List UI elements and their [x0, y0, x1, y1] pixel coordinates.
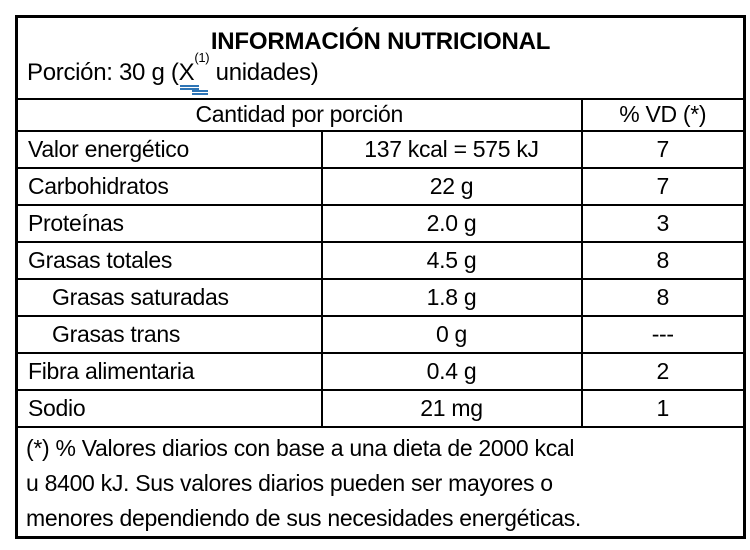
portion-units-x: X(1): [178, 51, 210, 95]
nutrient-amount: 22 g: [320, 166, 583, 206]
footnote-row: (*) % Valores diarios con base a una die…: [15, 425, 746, 538]
column-header-row: Cantidad por porción % VD (*): [15, 97, 746, 132]
footnote-line: menores dependiendo de sus necesidades e…: [26, 504, 581, 531]
nutrient-label: Grasas saturadas: [15, 277, 323, 317]
nutrient-label: Grasas trans: [15, 314, 323, 354]
table-row-sodio: Sodio 21 mg 1: [15, 388, 746, 428]
nutrient-amount: 1.8 g: [320, 277, 583, 317]
dv-column-header: % VD (*): [580, 97, 746, 132]
amount-column-header: Cantidad por porción: [15, 97, 583, 132]
nutrient-label: Carbohidratos: [15, 166, 323, 206]
table-intro-row: INFORMACIÓN NUTRICIONAL Porción: 30 g (X…: [15, 15, 746, 100]
nutrient-amount: 21 mg: [320, 388, 583, 428]
units-placeholder-x: X: [178, 58, 195, 86]
nutrient-amount: 0.4 g: [320, 351, 583, 391]
grammar-underline-icon: [179, 84, 199, 90]
nutrient-label: Sodio: [15, 388, 323, 428]
nutrient-dv: 7: [580, 129, 746, 169]
nutrient-dv: 8: [580, 277, 746, 317]
nutrient-label: Proteínas: [15, 203, 323, 243]
table-row-grasas-saturadas: Grasas saturadas 1.8 g 8: [15, 277, 746, 317]
nutrient-dv: 3: [580, 203, 746, 243]
portion-prefix: Porción: 30 g (: [27, 58, 179, 86]
nutrient-dv: 7: [580, 166, 746, 206]
nutrient-amount: 4.5 g: [320, 240, 583, 280]
nutrient-amount: 137 kcal = 575 kJ: [320, 129, 583, 169]
footnote-line: (*) % Valores diarios con base a una die…: [26, 434, 575, 461]
nutrition-table: INFORMACIÓN NUTRICIONAL Porción: 30 g (X…: [15, 15, 746, 539]
table-row-valor-energetico: Valor energético 137 kcal = 575 kJ 7: [15, 129, 746, 169]
table-row-carbohidratos: Carbohidratos 22 g 7: [15, 166, 746, 206]
footnote: (*) % Valores diarios con base a una die…: [15, 425, 746, 538]
footnote-line: u 8400 kJ. Sus valores diarios pueden se…: [26, 469, 553, 496]
nutrient-label: Valor energético: [15, 129, 323, 169]
portion-line: Porción: 30 g (X(1) unidades): [18, 51, 743, 95]
table-intro-cell: INFORMACIÓN NUTRICIONAL Porción: 30 g (X…: [15, 15, 746, 100]
table-row-fibra-alimentaria: Fibra alimentaria 0.4 g 2: [15, 351, 746, 391]
table-row-proteinas: Proteínas 2.0 g 3: [15, 203, 746, 243]
nutrient-label: Grasas totales: [15, 240, 323, 280]
portion-suffix: unidades): [209, 58, 319, 86]
table-row-grasas-trans: Grasas trans 0 g ---: [15, 314, 746, 354]
nutrient-label: Fibra alimentaria: [15, 351, 323, 391]
table-row-grasas-totales: Grasas totales 4.5 g 8: [15, 240, 746, 280]
table-title: INFORMACIÓN NUTRICIONAL: [210, 27, 551, 55]
nutrient-dv: 1: [580, 388, 746, 428]
nutrient-dv: 8: [580, 240, 746, 280]
nutrient-amount: 2.0 g: [320, 203, 583, 243]
nutrient-amount: 0 g: [320, 314, 583, 354]
nutrient-dv: 2: [580, 351, 746, 391]
nutrient-dv: ---: [580, 314, 746, 354]
footnote-ref-superscript: (1): [194, 49, 210, 65]
grammar-underline-icon: [191, 89, 208, 95]
